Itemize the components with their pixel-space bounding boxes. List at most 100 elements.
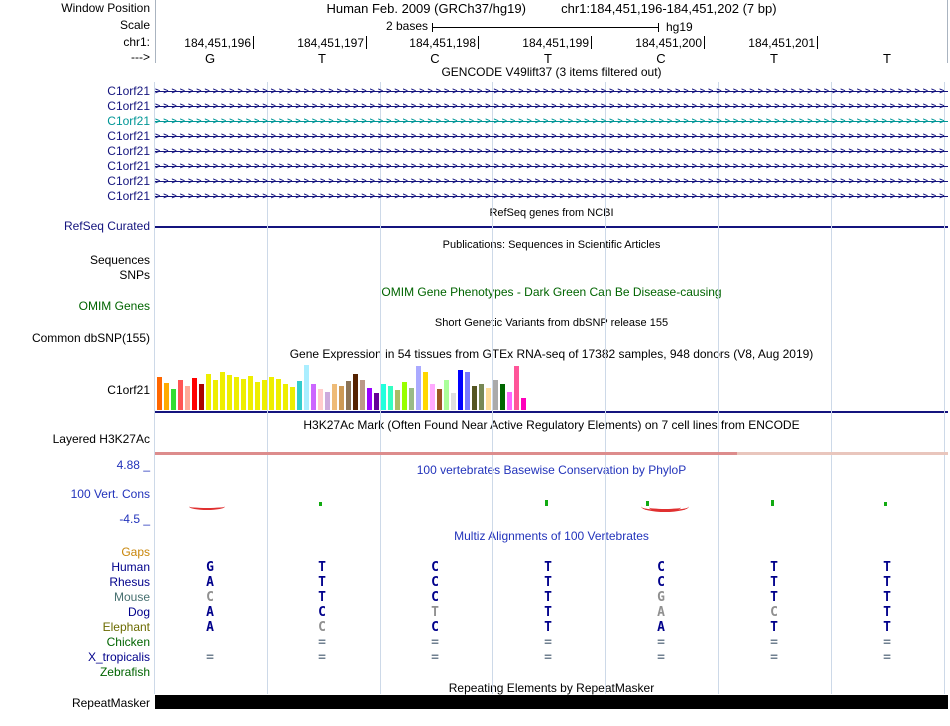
- species-label-dog[interactable]: Dog: [127, 605, 150, 619]
- gtex-expression-bar: [248, 376, 253, 410]
- phylop-negative-arc: [649, 504, 681, 511]
- gtex-expression-bar: [192, 378, 197, 410]
- alignment-base: =: [318, 650, 326, 665]
- alignment-base: T: [883, 590, 891, 605]
- gtex-expression-bar: [164, 383, 169, 410]
- ruler-coordinate-label: 184,451,199: [522, 36, 589, 50]
- window-right-edge-line: [947, 0, 948, 63]
- gtex-expression-bar: [213, 380, 218, 410]
- alignment-base: T: [883, 575, 891, 590]
- alignment-base: T: [770, 575, 778, 590]
- species-label-human[interactable]: Human: [111, 560, 150, 574]
- phylop-min-label: -4.5 _: [119, 512, 150, 526]
- gtex-expression-bar: [430, 384, 435, 410]
- species-label-gaps[interactable]: Gaps: [121, 545, 150, 559]
- gene-strand-arrows: >>>>>>>>>>>>>>>>>>>>>>>>>>>>>>>>>>>>>>>>…: [155, 191, 948, 201]
- gene-strand-arrows: >>>>>>>>>>>>>>>>>>>>>>>>>>>>>>>>>>>>>>>>…: [155, 86, 948, 96]
- base-boundary-guideline: [605, 82, 606, 694]
- gtex-gene-label[interactable]: C1orf21: [107, 383, 150, 397]
- gene-transcript-row[interactable]: >>>>>>>>>>>>>>>>>>>>>>>>>>>>>>>>>>>>>>>>…: [155, 84, 948, 99]
- alignment-base: T: [318, 575, 326, 590]
- reference-base: C: [430, 51, 440, 66]
- scale-genome-label: hg19: [666, 20, 693, 34]
- gene-label-c1orf21[interactable]: C1orf21: [107, 114, 150, 128]
- species-label-zebrafish[interactable]: Zebrafish: [99, 665, 150, 679]
- gtex-expression-bar: [178, 380, 183, 410]
- gene-transcript-row[interactable]: >>>>>>>>>>>>>>>>>>>>>>>>>>>>>>>>>>>>>>>>…: [155, 129, 948, 144]
- gene-transcript-row[interactable]: >>>>>>>>>>>>>>>>>>>>>>>>>>>>>>>>>>>>>>>>…: [155, 189, 948, 204]
- gene-label-c1orf21[interactable]: C1orf21: [107, 189, 150, 203]
- ruler-tick: [253, 36, 254, 49]
- gene-label-c1orf21[interactable]: C1orf21: [107, 84, 150, 98]
- strand-label[interactable]: --->: [131, 50, 150, 64]
- phylop-max-label: 4.88 _: [116, 458, 150, 472]
- gtex-expression-bar: [339, 386, 344, 410]
- reference-base: G: [204, 51, 216, 66]
- base-boundary-guideline: [831, 82, 832, 694]
- gtex-expression-bar: [444, 380, 449, 410]
- omim-genes-label[interactable]: OMIM Genes: [78, 299, 150, 313]
- h3k27ac-label[interactable]: Layered H3K27Ac: [52, 432, 150, 446]
- reference-base: C: [656, 51, 666, 66]
- phylop-positive-tick: [646, 501, 649, 506]
- alignment-base: T: [883, 620, 891, 635]
- species-label-mouse[interactable]: Mouse: [113, 590, 150, 604]
- gtex-expression-bar: [304, 365, 309, 410]
- ruler-coordinate-label: 184,451,200: [635, 36, 702, 50]
- alignment-base: =: [206, 650, 214, 665]
- gtex-expression-bar: [381, 384, 386, 410]
- gene-strand-arrows: >>>>>>>>>>>>>>>>>>>>>>>>>>>>>>>>>>>>>>>>…: [155, 101, 948, 111]
- species-label-rhesus[interactable]: Rhesus: [109, 575, 150, 589]
- species-label-elephant[interactable]: Elephant: [102, 620, 150, 634]
- gene-label-c1orf21[interactable]: C1orf21: [107, 174, 150, 188]
- refseq-curated-label[interactable]: RefSeq Curated: [63, 219, 150, 233]
- refseq-curated-gene-bar[interactable]: [155, 226, 948, 228]
- repeatmasker-track-bar[interactable]: [155, 695, 948, 709]
- h3k27ac-signal-line[interactable]: [737, 452, 948, 455]
- scale-bar: [432, 27, 658, 28]
- alignment-base: G: [206, 560, 214, 575]
- gene-label-c1orf21[interactable]: C1orf21: [107, 159, 150, 173]
- phylop-track-label[interactable]: 100 Vert. Cons: [70, 487, 150, 501]
- gtex-expression-bar: [269, 377, 274, 410]
- gtex-expression-bar: [500, 384, 505, 410]
- snps-label[interactable]: SNPs: [119, 268, 150, 282]
- alignment-base: T: [318, 560, 326, 575]
- gtex-expression-bar: [318, 389, 323, 410]
- alignment-base: C: [431, 575, 439, 590]
- gtex-expression-bar: [262, 380, 267, 410]
- ruler-coordinate-label: 184,451,197: [297, 36, 364, 50]
- gene-intron-line: [155, 136, 948, 137]
- gtex-expression-bar: [458, 370, 463, 410]
- scale-label[interactable]: Scale: [119, 18, 150, 32]
- gtex-expression-bar: [472, 386, 477, 410]
- reference-base: T: [883, 51, 891, 66]
- species-label-x_tropicalis[interactable]: X_tropicalis: [87, 650, 150, 664]
- gene-strand-arrows: >>>>>>>>>>>>>>>>>>>>>>>>>>>>>>>>>>>>>>>>…: [155, 161, 948, 171]
- alignment-base: =: [883, 650, 891, 665]
- gtex-expression-bar: [311, 384, 316, 410]
- gene-transcript-row[interactable]: >>>>>>>>>>>>>>>>>>>>>>>>>>>>>>>>>>>>>>>>…: [155, 144, 948, 159]
- gene-transcript-row[interactable]: >>>>>>>>>>>>>>>>>>>>>>>>>>>>>>>>>>>>>>>>…: [155, 159, 948, 174]
- refseq-title: RefSeq genes from NCBI: [489, 207, 614, 219]
- gtex-expression-bar: [360, 380, 365, 410]
- repeatmasker-title: Repeating Elements by RepeatMasker: [448, 681, 655, 695]
- gene-label-c1orf21[interactable]: C1orf21: [107, 144, 150, 158]
- gene-label-c1orf21[interactable]: C1orf21: [107, 99, 150, 113]
- gene-transcript-row[interactable]: >>>>>>>>>>>>>>>>>>>>>>>>>>>>>>>>>>>>>>>>…: [155, 114, 948, 129]
- gene-transcript-row[interactable]: >>>>>>>>>>>>>>>>>>>>>>>>>>>>>>>>>>>>>>>>…: [155, 99, 948, 114]
- gene-label-c1orf21[interactable]: C1orf21: [107, 129, 150, 143]
- repeatmasker-label[interactable]: RepeatMasker: [71, 696, 150, 710]
- reference-base: T: [318, 51, 326, 66]
- common-dbsnp-label[interactable]: Common dbSNP(155): [31, 331, 150, 345]
- h3k27ac-signal-line[interactable]: [155, 452, 737, 455]
- phylop-positive-tick: [545, 500, 548, 506]
- alignment-base: T: [770, 620, 778, 635]
- h3k27ac-title: H3K27Ac Mark (Often Found Near Active Re…: [303, 418, 800, 432]
- sequences-label[interactable]: Sequences: [89, 253, 150, 267]
- alignment-base: =: [544, 635, 552, 650]
- gene-transcript-row[interactable]: >>>>>>>>>>>>>>>>>>>>>>>>>>>>>>>>>>>>>>>>…: [155, 174, 948, 189]
- species-label-chicken[interactable]: Chicken: [106, 635, 150, 649]
- ruler-tick: [704, 36, 705, 49]
- alignment-base: C: [431, 560, 439, 575]
